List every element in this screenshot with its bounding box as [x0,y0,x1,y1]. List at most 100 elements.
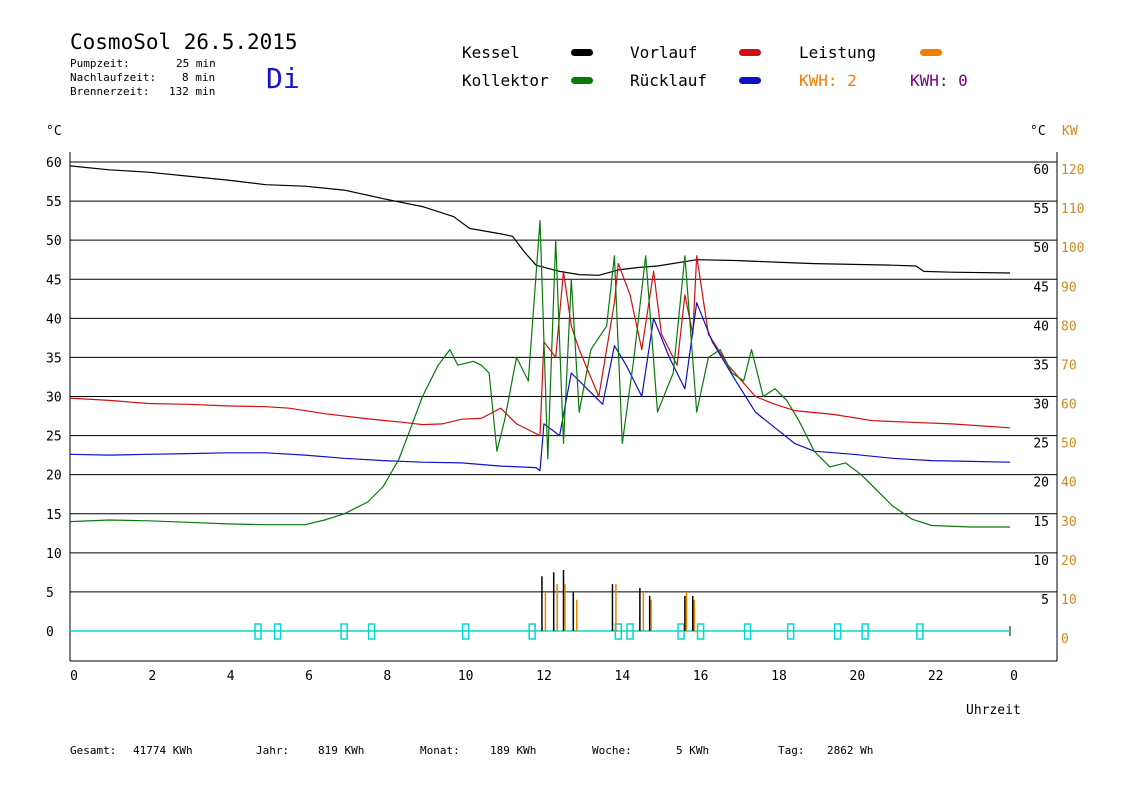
pump-event-0 [254,623,262,640]
y-tick-left-10: 10 [46,547,62,562]
kw-tick-90: 90 [1061,280,1077,295]
pump-event-10 [743,623,752,640]
legend-kollektor-swatch [571,77,593,84]
kw-tick-0: 0 [1061,632,1069,647]
kw-tick-120: 120 [1061,163,1084,178]
pump-event-4 [461,623,470,640]
kw-tick-60: 60 [1061,398,1077,413]
legend-vorlauf: Vorlauf [630,43,698,62]
x-tick-6: 12 [536,669,552,684]
stat-brennerzeit-value: 132 min [169,85,216,98]
y-tick-left-35: 35 [46,351,62,366]
pump-event-9 [696,623,705,640]
y-tick-right-45: 45 [1033,280,1049,295]
y-tick-right-35: 35 [1033,358,1049,373]
series-line-kessel [69,165,1011,276]
x-tick-2: 4 [227,669,235,684]
y-tick-left-60: 60 [46,156,62,171]
footer-jahr-value: 819 KWh [318,744,365,757]
kw-tick-80: 80 [1061,319,1077,334]
y-tick-left-5: 5 [46,586,54,601]
pump-event-13 [861,623,869,640]
x-tick-1: 2 [148,669,156,684]
x-tick-10: 20 [850,669,866,684]
legend-ruecklauf-swatch [739,77,761,84]
y-tick-right-55: 55 [1033,202,1049,217]
x-tick-11: 22 [928,669,944,684]
y-tick-left-45: 45 [46,273,62,288]
y-tick-right-5: 5 [1041,593,1049,608]
legend-vorlauf-swatch [739,49,761,56]
kw-tick-70: 70 [1061,358,1077,373]
y-tick-left-15: 15 [46,508,62,523]
x-tick-8: 16 [693,669,709,684]
legend-leistung: Leistung [799,43,877,62]
legend-kwh-purple: KWH: 0 [910,71,968,90]
y-tick-right-30: 30 [1033,398,1049,413]
kw-tick-20: 20 [1061,554,1077,569]
y-tick-left-40: 40 [46,312,62,327]
pump-event-3 [367,623,376,640]
pump-event-7 [626,623,634,640]
y-tick-right-10: 10 [1033,554,1049,569]
x-tick-4: 8 [383,669,391,684]
stat-nachlaufzeit-label: Nachlaufzeit: [70,71,157,84]
footer-monat-label: Monat: [420,744,460,757]
y-tick-right-60: 60 [1033,163,1049,178]
y-tick-left-50: 50 [46,234,62,249]
pump-event-8 [677,623,685,640]
y-tick-right-15: 15 [1033,515,1049,530]
y-axis-kw-unit: KW [1062,124,1078,139]
stat-pumpzeit-value: 25 min [176,57,216,70]
y-axis-left-unit: °C [46,124,62,139]
x-tick-9: 18 [771,669,787,684]
stat-nachlaufzeit-value: 8 min [182,71,216,84]
y-tick-right-25: 25 [1033,437,1049,452]
legend-kwh-orange: KWH: 2 [799,71,857,90]
x-tick-12: 0 [1010,669,1018,684]
footer-gesamt-label: Gesamt: [70,744,117,757]
legend-ruecklauf: Rücklauf [630,71,708,90]
weekday-label: Di [266,62,300,95]
pump-event-2 [340,623,348,640]
pump-event-14 [916,623,924,640]
kw-tick-10: 10 [1061,593,1077,608]
x-axis-label: Uhrzeit [966,703,1021,718]
x-tick-7: 14 [615,669,631,684]
footer-tag-label: Tag: [778,744,805,757]
y-tick-left-25: 25 [46,430,62,445]
x-tick-3: 6 [305,669,313,684]
kw-tick-40: 40 [1061,476,1077,491]
kw-tick-50: 50 [1061,437,1077,452]
pump-event-5 [528,623,536,640]
x-tick-0: 0 [70,669,78,684]
footer-jahr-label: Jahr: [256,744,290,757]
legend-kollektor: Kollektor [462,71,549,90]
y-tick-right-40: 40 [1033,319,1049,334]
chart-title: CosmoSol 26.5.2015 [70,30,298,54]
pump-event-11 [786,623,795,640]
stat-brennerzeit-label: Brennerzeit: [70,85,150,98]
footer-woche-label: Woche: [592,744,632,757]
stat-pumpzeit-label: Pumpzeit: [70,57,130,70]
series-line-kollektor [69,220,1010,528]
pump-event-1 [273,623,282,640]
legend-leistung-swatch [920,49,942,56]
footer-gesamt-value: 41774 KWh [133,744,193,757]
y-tick-left-30: 30 [46,391,62,406]
y-axis-right-unit: °C [1030,124,1046,139]
y-tick-right-50: 50 [1033,241,1049,256]
y-tick-right-20: 20 [1033,476,1049,491]
y-tick-left-20: 20 [46,469,62,484]
pump-event-6 [614,623,623,640]
kw-tick-110: 110 [1061,202,1084,217]
kw-tick-100: 100 [1061,241,1084,256]
footer-woche-value: 5 KWh [676,744,710,757]
series-line-vorlauf [69,255,1011,437]
legend-kessel-swatch [571,49,593,56]
legend-kessel: Kessel [462,43,520,62]
pump-event-12 [833,623,842,640]
kw-tick-30: 30 [1061,515,1077,530]
x-tick-5: 10 [458,669,474,684]
